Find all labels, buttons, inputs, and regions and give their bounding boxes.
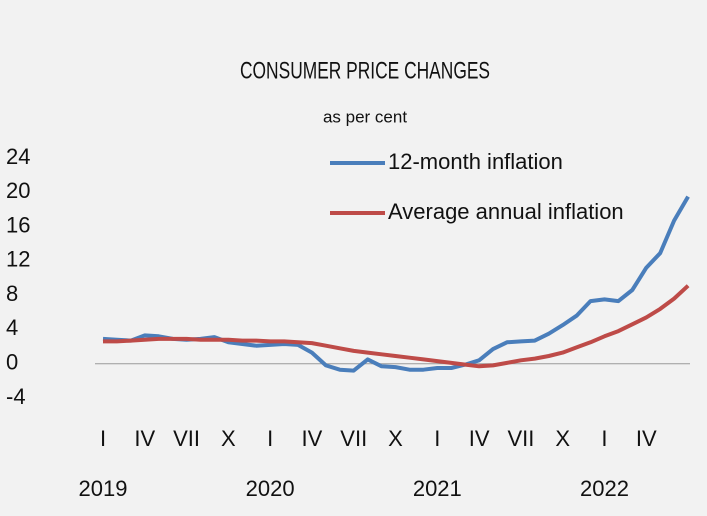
x-tick-label: IV (636, 426, 657, 451)
y-tick-label: 12 (6, 247, 30, 272)
y-tick-label: -4 (6, 384, 26, 409)
x-tick-label: IV (302, 426, 323, 451)
x-tick-label: IV (134, 426, 155, 451)
legend-label: Average annual inflation (388, 199, 624, 224)
y-tick-label: 24 (6, 144, 30, 169)
x-tick-label: VII (340, 426, 367, 451)
series-line (103, 284, 690, 369)
y-tick-label: 4 (6, 315, 18, 340)
y-tick-label: 16 (6, 212, 30, 237)
y-tick-label: 8 (6, 281, 18, 306)
year-label: 2019 (79, 476, 128, 501)
y-tick-label: 20 (6, 178, 30, 203)
x-tick-label: I (100, 426, 106, 451)
x-tick-label: IV (469, 426, 490, 451)
y-tick-label: 0 (6, 350, 18, 375)
x-tick-label: VII (507, 426, 534, 451)
x-tick-label: I (434, 426, 440, 451)
year-label: 2021 (413, 476, 462, 501)
year-label: 2020 (246, 476, 295, 501)
legend-label: 12-month inflation (388, 149, 563, 174)
chart-subtitle: as per cent (323, 107, 407, 126)
year-label: 2022 (580, 476, 629, 501)
x-tick-label: I (601, 426, 607, 451)
x-tick-label: X (555, 426, 570, 451)
x-tick-label: X (221, 426, 236, 451)
x-tick-label: X (388, 426, 403, 451)
x-tick-label: VII (173, 426, 200, 451)
chart-title: CONSUMER PRICE CHANGES (240, 57, 490, 84)
x-tick-label: I (267, 426, 273, 451)
